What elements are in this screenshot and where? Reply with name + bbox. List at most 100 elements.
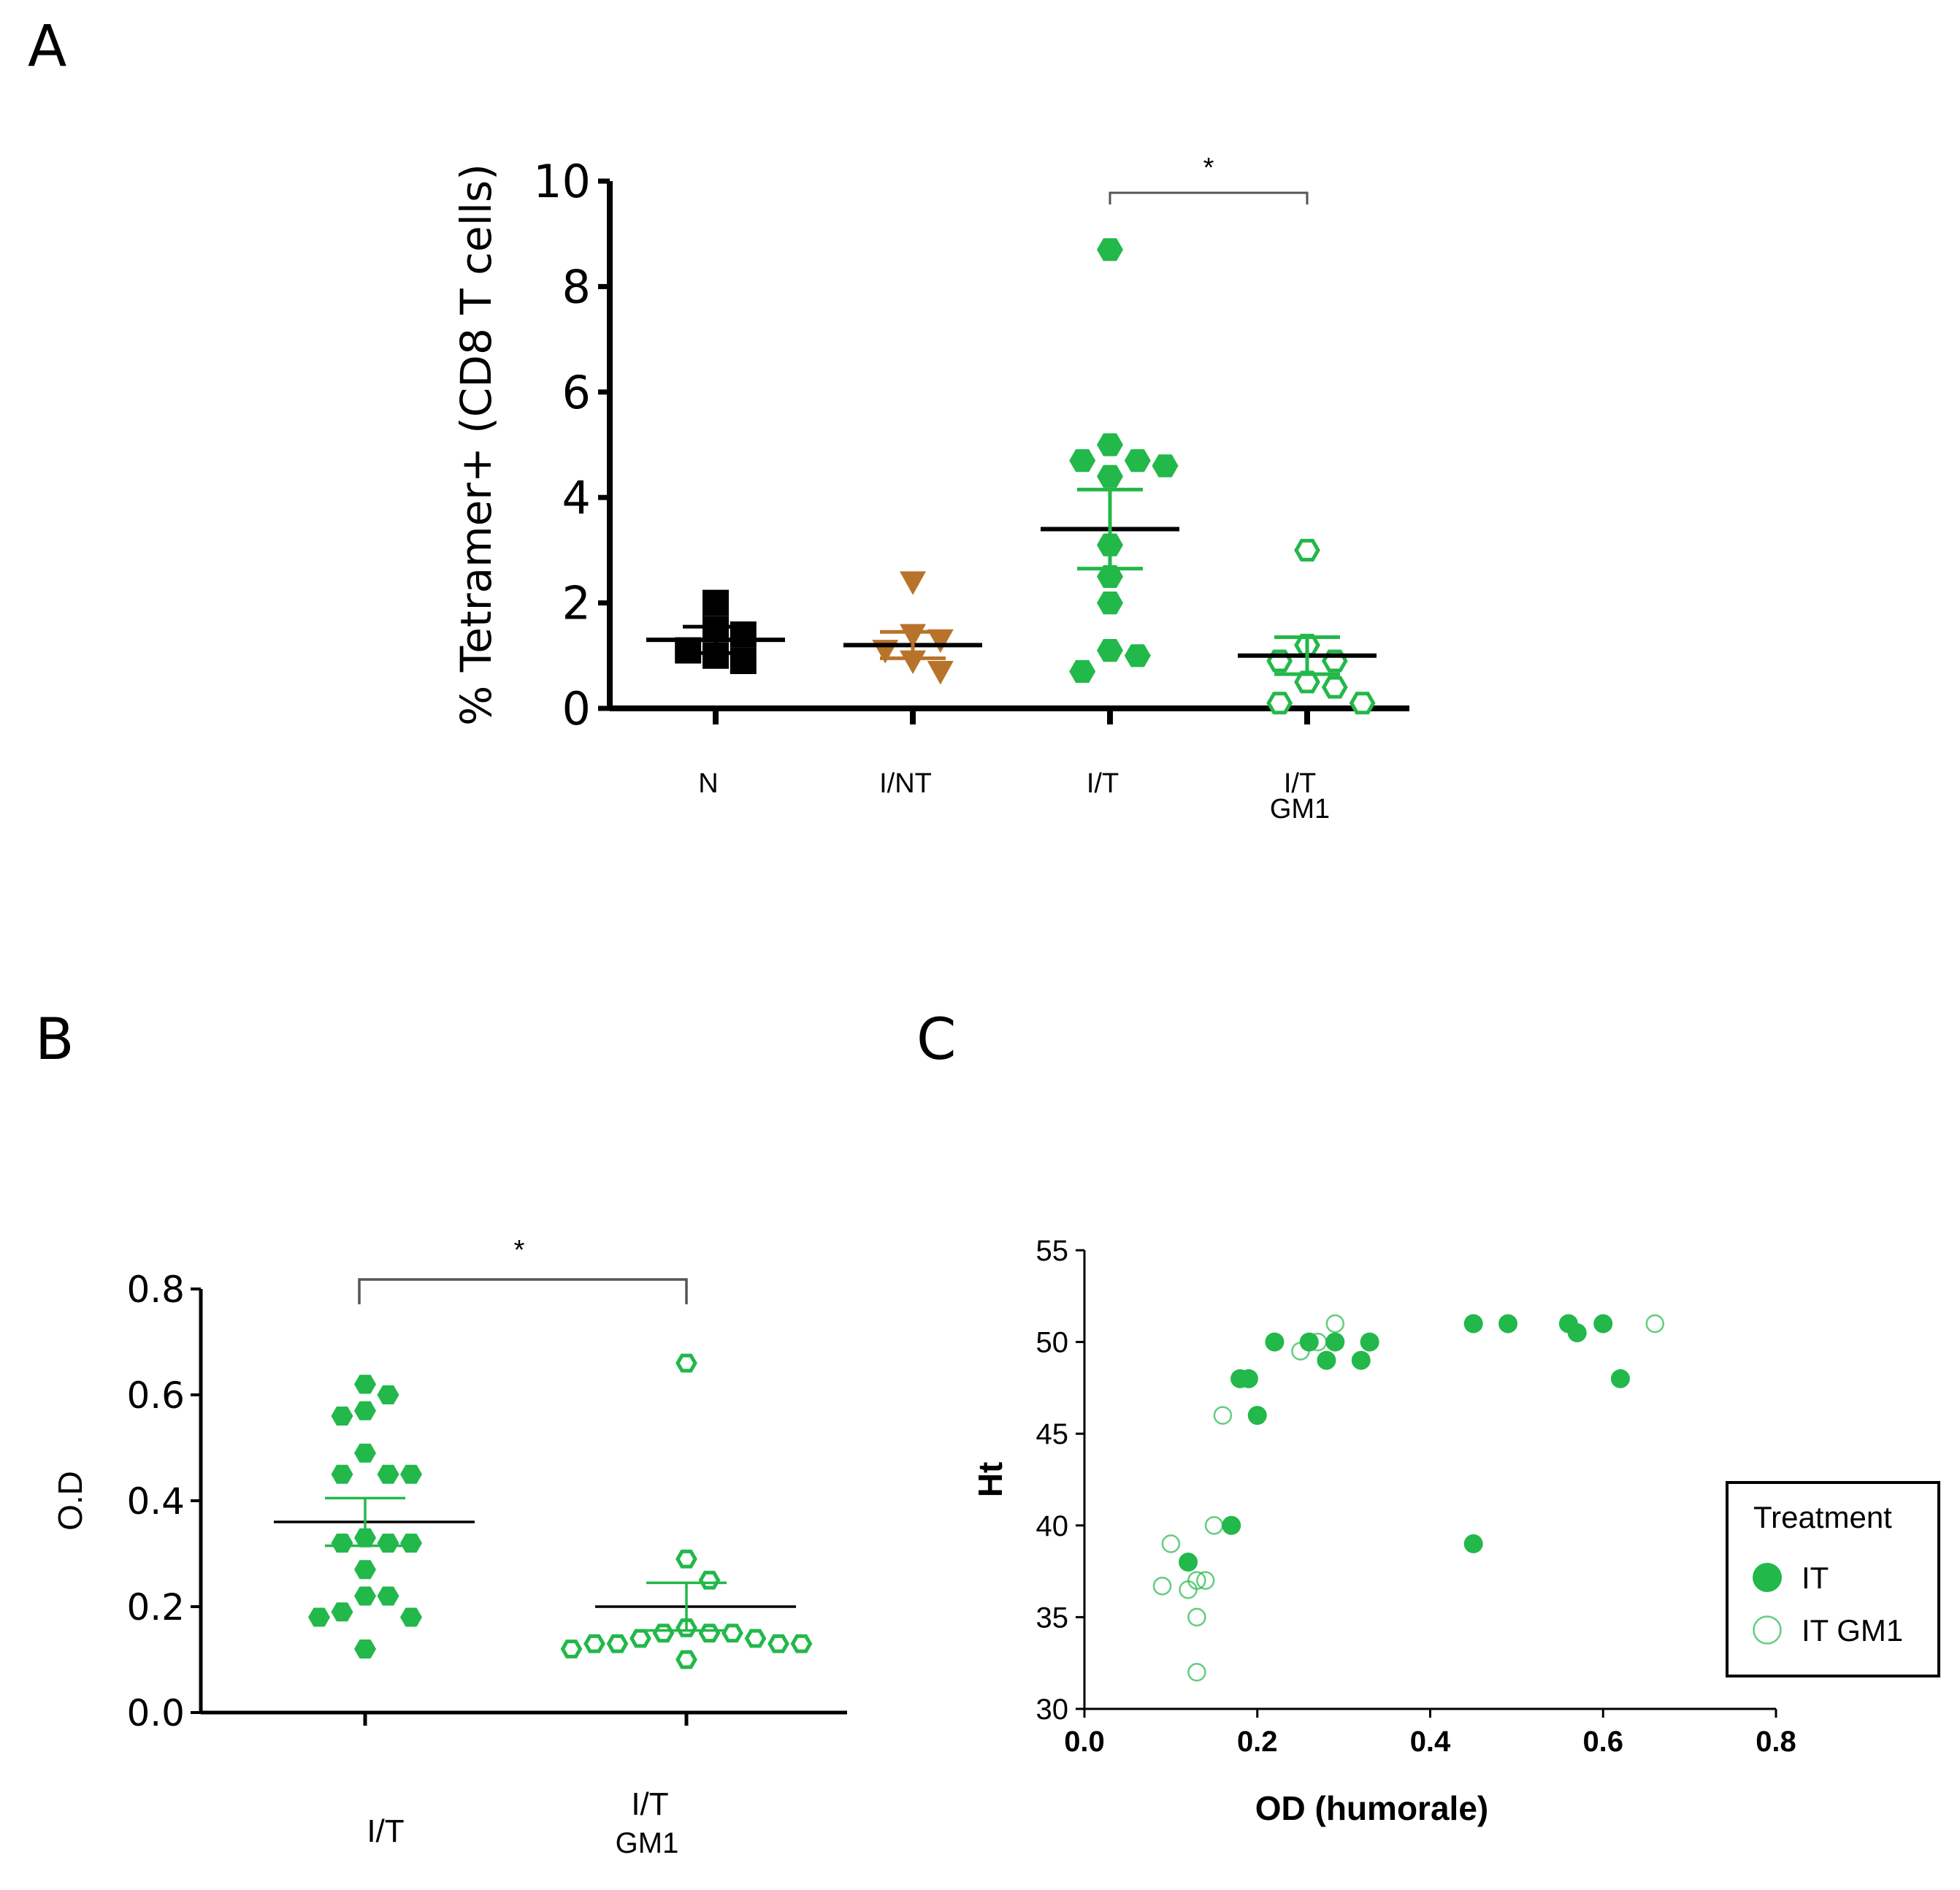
x-tick-label: N [698,768,718,799]
data-point [652,1623,675,1643]
legend-marker [1753,1563,1782,1592]
data-point [1498,1314,1518,1334]
data-point [1097,592,1123,615]
data-point [400,1464,422,1484]
data-point [1610,1369,1630,1388]
x-tick-label: I/T [1087,768,1119,799]
data-point [354,1560,376,1580]
x-tick-label: I/NT [879,768,932,799]
data-point [354,1401,376,1420]
data-point [354,1586,376,1606]
data-point [1567,1323,1587,1343]
data-point [1593,1314,1613,1334]
significance-star: * [514,1235,525,1266]
legend-label: IT GM1 [1802,1613,1903,1648]
data-point [1152,1576,1172,1596]
data-point [927,661,954,685]
data-point [1645,1314,1665,1334]
data-point [1213,1406,1233,1425]
y-tick-label: 0.8 [126,1269,185,1311]
y-tick-label: 55 [1036,1235,1069,1267]
data-point [1463,1534,1483,1553]
data-point [1187,1663,1206,1682]
data-point [1265,1332,1285,1352]
y-tick-label: 0.0 [126,1692,185,1734]
y-axis-label: % Tetramer+ (CD8 T cells) [451,164,501,726]
data-point [1463,1314,1483,1334]
y-axis-label: O.D [51,1471,89,1531]
panel-letter-b: B [35,1007,74,1073]
data-point [927,629,954,654]
data-point [1195,1571,1215,1590]
data-point [331,1464,353,1484]
data-point [698,1570,721,1590]
data-point [1349,692,1376,715]
data-point [1097,639,1123,662]
x-tick-label: 0.4 [1410,1726,1451,1758]
data-point [400,1534,422,1553]
data-point [1321,676,1348,699]
legend-marker [1753,1615,1782,1645]
y-tick-label: 45 [1036,1418,1069,1450]
y-tick-label: 10 [533,155,591,208]
data-point [308,1607,330,1627]
data-point [698,1623,721,1643]
y-tick-label: 50 [1036,1327,1069,1359]
data-point [400,1607,422,1627]
data-point [1097,565,1123,589]
y-tick-label: 2 [562,577,591,630]
panel-c-chart: 30 35 40 45 50 55 0.0 0.2 0.4 0.6 0.8 OD (humorale)… [971,1235,1940,1827]
data-point [1069,659,1096,683]
legend-label: IT [1802,1561,1829,1595]
x-tick-label: 0.2 [1237,1726,1278,1758]
y-tick-label: 4 [562,471,591,524]
x-tick-label: I/T [631,1786,668,1822]
data-point [1124,644,1151,667]
data-point [1294,538,1320,562]
data-point [1187,1607,1206,1627]
data-point [721,1623,743,1643]
data-point [900,571,926,595]
data-point [703,589,729,616]
data-point [1308,1332,1328,1352]
panel-a-chart: 0 2 4 6 8 10 % Tetramer+ (CD8 T cells) N I/NT I/T… [451,153,1409,825]
legend-title: Treatment [1753,1500,1892,1534]
x-tick-label: 0.6 [1582,1726,1623,1758]
y-tick-label: 0.2 [126,1586,185,1629]
data-point [1204,1516,1224,1535]
data-point [1097,238,1123,261]
data-point [1187,1571,1206,1590]
data-point [900,650,926,675]
data-point [1325,1314,1345,1334]
significance-bracket [1109,191,1309,204]
data-point [1222,1515,1241,1535]
data-point [744,1629,767,1648]
y-tick-label: 0 [562,682,591,735]
y-tick-label: 40 [1036,1510,1069,1542]
y-tick-label: 8 [562,260,591,313]
y-tick-label: 0.4 [126,1480,185,1523]
panel-letter-c: C [916,1007,956,1073]
data-point [1325,1332,1345,1352]
data-point [377,1464,399,1484]
data-point [675,1650,697,1669]
significance-bracket [358,1278,688,1304]
data-point [1179,1553,1198,1572]
data-point [1124,449,1151,472]
data-point [606,1634,629,1653]
x-tick-label-line2: GM1 [1270,794,1330,825]
data-point [377,1586,399,1606]
y-tick-label: 35 [1036,1602,1069,1634]
data-point [1152,454,1179,478]
data-point [1069,449,1096,472]
data-point [331,1407,353,1426]
data-point [1097,433,1123,456]
panel-letter-a: A [28,14,66,80]
data-point [1161,1534,1181,1553]
data-point [790,1634,813,1653]
x-axis-label: OD (humorale) [1255,1789,1488,1827]
data-point [675,1353,697,1373]
panel-b-chart: 0.0 0.2 0.4 0.6 0.8 O.D I/T I/T GM1 * [51,1235,847,1859]
x-tick-label: 0.8 [1756,1726,1796,1758]
